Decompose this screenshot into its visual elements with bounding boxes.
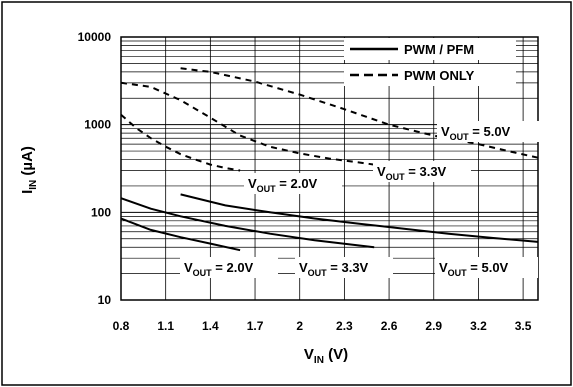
x-tick-label: 1.1 (157, 319, 174, 333)
annotation-sub: OUT (386, 172, 406, 182)
annotation-sub: OUT (257, 184, 277, 194)
annotation-main: V (299, 260, 308, 275)
annotation-main: V (377, 164, 386, 179)
series-line (180, 67, 539, 159)
x-axis-label-sub: IN (314, 355, 324, 366)
annotation-sub: OUT (193, 268, 213, 278)
annotation-value: = 2.0V (212, 260, 254, 275)
legend-label: PWM / PFM (404, 42, 474, 57)
x-axis-label-main: V (304, 346, 314, 363)
annotation-main: V (184, 260, 193, 275)
x-tick-label: 0.8 (113, 319, 130, 333)
annotation-label: VOUT = 5.0V (439, 260, 509, 278)
annotation-box (180, 257, 278, 278)
x-tick-label: 2.6 (381, 319, 398, 333)
y-tick-label: 10 (98, 293, 112, 307)
series-lines (120, 67, 539, 252)
legend-label: PWM ONLY (404, 68, 475, 83)
y-tick-label: 100 (91, 205, 111, 219)
annotation-box (437, 121, 540, 142)
series-line (120, 197, 375, 249)
annotation-main: V (439, 260, 448, 275)
series-line (120, 81, 375, 166)
annotation-label: VOUT = 2.0V (184, 260, 254, 278)
legend-entry-box (344, 38, 516, 60)
annotation-value: = 3.3V (327, 260, 369, 275)
annotation-label: VOUT = 5.0V (441, 124, 511, 142)
x-axis-label-unit: (V) (324, 346, 348, 363)
annotation-sub: OUT (308, 268, 328, 278)
annotation-label: VOUT = 3.3V (377, 164, 447, 182)
annotation-main: V (441, 124, 450, 139)
x-tick-label: 1.4 (202, 319, 219, 333)
x-tick-label: 2 (296, 319, 303, 333)
y-tick-label: 1000 (84, 118, 111, 132)
y-axis-label: IIN (µA) (19, 146, 39, 194)
legend: PWM / PFM PWM ONLY (344, 38, 516, 86)
y-axis-label-sub: IN (28, 180, 39, 190)
annotation-box (295, 257, 393, 278)
x-tick-label: 1.7 (247, 319, 264, 333)
y-axis-ticks: 10 100 1000 10000 (78, 30, 112, 307)
annotation-value: = 3.3V (405, 164, 447, 179)
annotation-value: = 5.0V (469, 124, 511, 139)
x-tick-label: 2.9 (425, 319, 442, 333)
x-tick-label: 3.5 (515, 319, 532, 333)
y-axis-label-unit: (µA) (19, 146, 36, 180)
annotation-sub: OUT (448, 268, 468, 278)
plot-frame (120, 36, 539, 301)
x-tick-label: 3.2 (470, 319, 487, 333)
annotation-box (244, 173, 342, 194)
annotation-box (435, 257, 538, 278)
annotation-value: = 5.0V (467, 260, 509, 275)
annotation-label: VOUT = 2.0V (248, 176, 318, 194)
annotation-label: VOUT = 3.3V (299, 260, 369, 278)
y-tick-label: 10000 (78, 30, 112, 44)
legend-entry-box (344, 64, 516, 86)
y-axis-label-main: I (19, 190, 36, 194)
annotation-main: V (248, 176, 257, 191)
x-tick-label: 2.3 (336, 319, 353, 333)
series-line (120, 113, 241, 172)
annotation-value: = 2.0V (276, 176, 318, 191)
annotation-box (373, 161, 471, 182)
x-axis-ticks: 0.8 1.1 1.4 1.7 2 2.3 2.6 2.9 3.2 3.5 (113, 319, 532, 333)
x-axis-label: VIN (V) (304, 346, 348, 366)
series-line (180, 193, 539, 243)
annotation-sub: OUT (450, 132, 470, 142)
series-line (120, 217, 241, 252)
